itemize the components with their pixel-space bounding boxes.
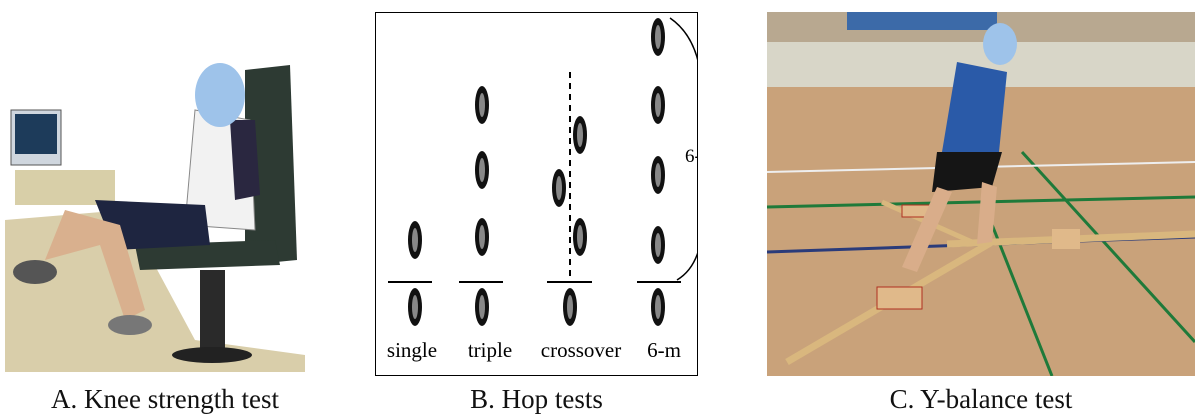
knee-strength-photo [5,10,321,372]
caption: A. Knee strength test [51,384,279,414]
test-label: 6-m [647,338,681,362]
footprint-tread [412,228,418,252]
footprint-tread [577,225,583,249]
caption: C. Y-balance test [889,384,1073,414]
y-balance-photo [767,12,1195,376]
distance-label: 6-m [685,146,698,167]
footprints [408,18,665,326]
footprint-tread [479,225,485,249]
footprint-tread [655,233,661,257]
footprint-tread [655,163,661,187]
panel-border [375,12,698,376]
footprint-tread [556,176,562,200]
footprint-tread [479,158,485,182]
footprint-tread [567,295,573,319]
footprint-tread [412,295,418,319]
test-label: triple [468,338,512,362]
footprint-tread [577,123,583,147]
hop-tests-diagram: 6-m single triple crossover 6-m [375,12,698,376]
caption: B. Hop tests [470,384,603,414]
footprint-tread [655,295,661,319]
footprint-tread [479,295,485,319]
footprint-tread [655,25,661,49]
test-label: single [387,338,437,362]
test-label: crossover [541,338,621,362]
footprint-tread [479,93,485,117]
footprint-tread [655,93,661,117]
